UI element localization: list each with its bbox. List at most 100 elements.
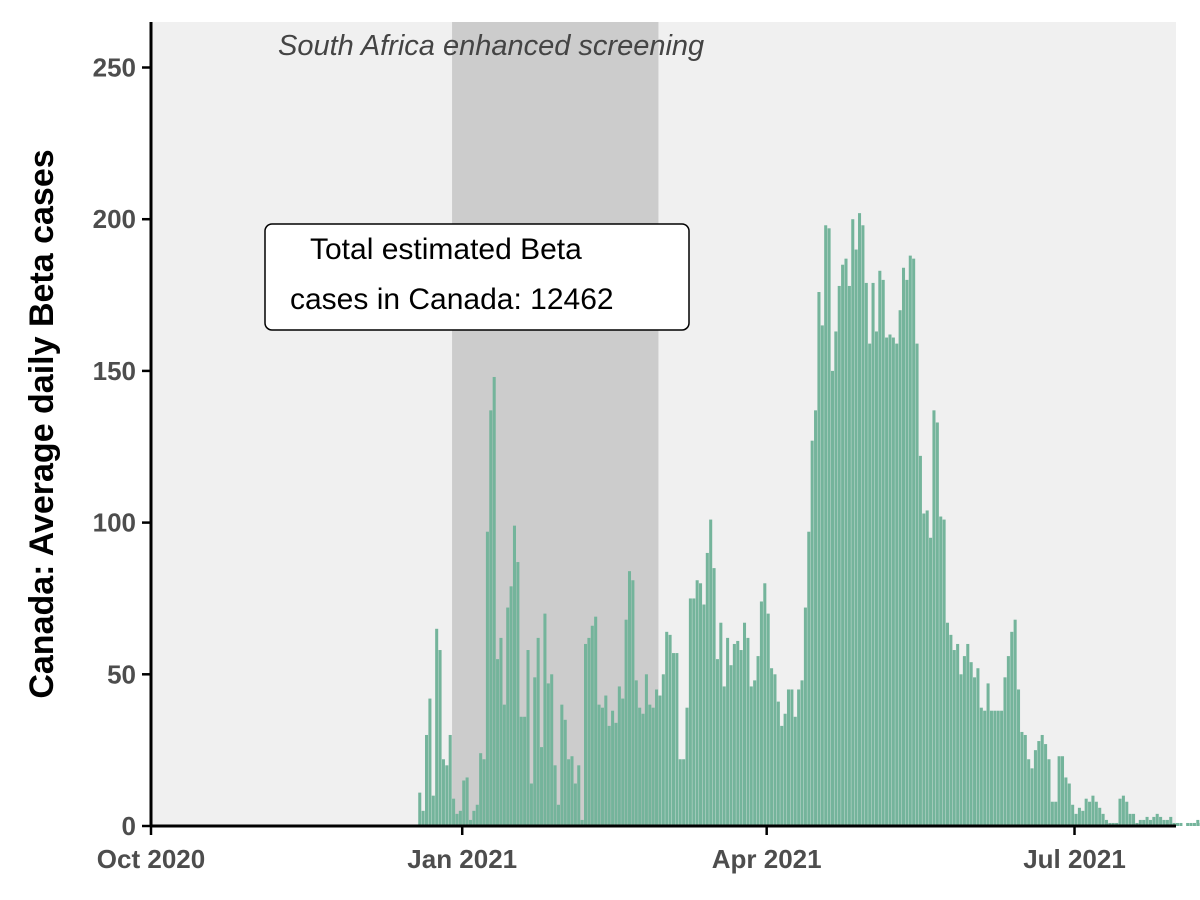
bar-day-164 <box>973 677 977 826</box>
bar-day-139 <box>888 334 892 826</box>
bar-day-186 <box>1047 759 1051 826</box>
bar-day-137 <box>881 279 885 826</box>
bar-day-135 <box>874 331 878 826</box>
bar-day-163 <box>969 662 973 826</box>
bar-day-8 <box>445 765 449 826</box>
bar-day-95 <box>739 650 743 826</box>
bar-day-6 <box>438 650 442 826</box>
bar-day-22 <box>492 376 496 826</box>
bar-day-41 <box>556 804 560 826</box>
bar-day-202 <box>1101 813 1105 826</box>
bar-day-143 <box>901 267 906 826</box>
bar-day-105 <box>773 674 777 826</box>
bar-day-193 <box>1071 804 1075 826</box>
bar-day-142 <box>898 310 902 827</box>
bar-day-39 <box>550 674 554 826</box>
bar-day-156 <box>945 622 950 826</box>
bar-day-44 <box>567 759 571 826</box>
bar-day-28 <box>512 525 516 826</box>
bar-day-46 <box>573 783 577 826</box>
bar-day-138 <box>885 337 889 826</box>
bar-day-64 <box>634 680 638 826</box>
bar-day-229 <box>1192 822 1196 826</box>
bar-day-122 <box>830 370 834 826</box>
bar-day-36 <box>540 747 544 826</box>
bar-day-159 <box>956 643 960 826</box>
bar-day-57 <box>611 710 615 826</box>
bar-day-38 <box>546 683 550 826</box>
bar-day-222 <box>1169 816 1173 826</box>
bar-day-177 <box>1017 689 1021 826</box>
bar-day-104 <box>770 668 774 826</box>
bar-day-149 <box>922 513 926 826</box>
bar-day-187 <box>1050 801 1054 826</box>
bar-day-131 <box>861 225 865 826</box>
bar-day-196 <box>1081 810 1085 826</box>
bar-day-145 <box>908 255 912 826</box>
bar-day-21 <box>489 410 493 826</box>
bar-day-47 <box>577 765 581 826</box>
bar-day-56 <box>607 725 611 826</box>
bar-day-71 <box>658 695 662 826</box>
bar-day-195 <box>1077 807 1081 826</box>
bar-day-100 <box>756 656 760 826</box>
bar-day-220 <box>1162 819 1166 826</box>
bar-day-219 <box>1159 816 1163 826</box>
bar-day-86 <box>709 519 713 826</box>
bar-day-165 <box>976 668 980 826</box>
bar-day-107 <box>780 725 784 826</box>
bar-day-84 <box>702 604 706 826</box>
bar-day-25 <box>502 704 506 826</box>
bar-day-166 <box>979 707 983 826</box>
bar-day-179 <box>1023 734 1027 826</box>
bar-day-1 <box>421 810 425 826</box>
y-tick-label-200: 200 <box>93 204 136 234</box>
bar-day-42 <box>560 704 564 826</box>
x-tick-label-3: Jul 2021 <box>1023 844 1126 874</box>
bar-day-117 <box>814 410 818 826</box>
bar-day-172 <box>1000 710 1004 826</box>
bar-day-230 <box>1196 819 1200 826</box>
bar-day-225 <box>1179 822 1183 826</box>
bar-day-94 <box>736 640 740 826</box>
bar-day-69 <box>651 707 655 826</box>
bar-day-58 <box>614 722 618 826</box>
bar-day-194 <box>1074 813 1078 826</box>
shaded-period-label: South Africa enhanced screening <box>278 30 704 62</box>
y-axis-title: Canada: Average daily Beta cases <box>23 149 61 698</box>
bar-day-12 <box>458 810 462 826</box>
bar-day-83 <box>699 583 703 826</box>
total-cases-label-line2: cases in Canada: 12462 <box>290 283 614 316</box>
bar-day-110 <box>790 689 794 826</box>
bar-day-116 <box>810 440 814 826</box>
bar-day-43 <box>563 719 567 826</box>
y-tick-label-100: 100 <box>93 508 136 538</box>
bar-day-98 <box>749 686 753 826</box>
bar-day-109 <box>786 689 791 826</box>
bar-day-162 <box>966 643 970 826</box>
bar-day-101 <box>759 601 763 826</box>
bar-day-29 <box>516 562 520 826</box>
bar-day-216 <box>1148 819 1152 826</box>
bar-day-59 <box>617 686 621 826</box>
bar-day-205 <box>1111 822 1115 826</box>
bar-day-80 <box>688 598 692 826</box>
bar-day-77 <box>678 759 682 826</box>
bar-day-62 <box>627 571 632 826</box>
bar-day-140 <box>891 337 895 826</box>
bar-day-209 <box>1125 801 1129 826</box>
bar-day-0 <box>418 792 422 826</box>
bar-day-223 <box>1172 822 1176 826</box>
bar-day-92 <box>729 665 733 826</box>
bar-day-48 <box>580 819 584 826</box>
bar-day-212 <box>1135 822 1139 826</box>
bar-day-176 <box>1013 619 1017 826</box>
bar-day-15 <box>468 819 473 826</box>
bar-day-169 <box>989 710 993 826</box>
bar-day-211 <box>1132 813 1136 826</box>
bar-day-11 <box>455 813 459 826</box>
bar-day-63 <box>631 580 635 826</box>
bar-day-2 <box>425 734 429 826</box>
bar-day-184 <box>1040 734 1044 826</box>
bar-day-60 <box>621 698 625 826</box>
